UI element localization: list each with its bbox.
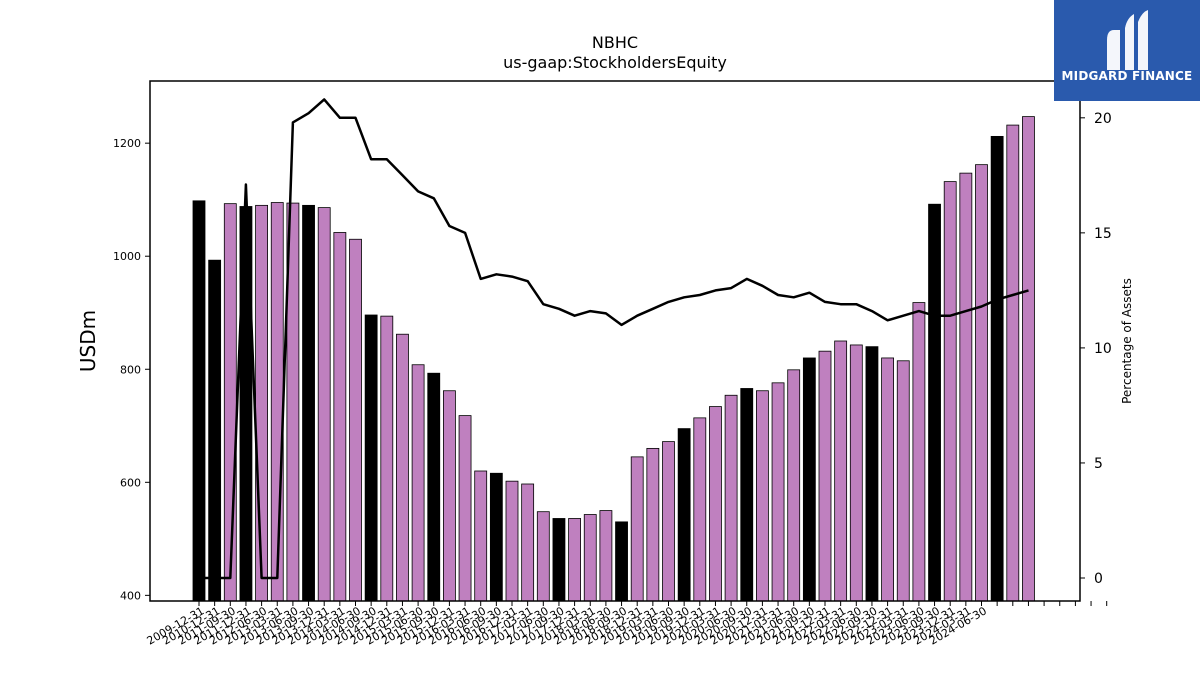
bar-mark [818,350,832,602]
bar-mark [536,511,550,602]
bar-mark [975,164,988,602]
y-tick-label: 800 [120,363,141,376]
plot-frame [149,80,1081,602]
bar-mark [849,344,863,602]
bar-mark [396,333,409,602]
y-axis-right: 0 5 10 15 20 [1080,111,1112,587]
y2-tick-label: 5 [1094,456,1103,472]
bar-mark [364,314,378,602]
bar-mark [427,372,441,602]
y-tick-label: 400 [120,589,141,602]
y-axis-left: 400 600 800 1000 1200 [113,137,150,602]
bar-mark [630,456,644,602]
bar-mark [223,203,237,602]
bar-mark [677,428,691,602]
bar-mark [881,357,894,602]
bar-mark [662,441,675,602]
brand-logo: MIDGARD FINANCE [1054,0,1200,101]
bar-mark [756,390,769,602]
bar-mark [552,518,566,602]
bar-mark [646,447,660,602]
chart-title: NBHC [592,33,638,52]
brand-logo-text: MIDGARD FINANCE [1061,69,1193,83]
bar-mark [208,259,222,602]
bar-mark [959,172,973,602]
bar-mark [192,200,206,602]
bar-mark [349,238,362,602]
bar-mark [802,357,816,602]
bar-mark [270,202,284,602]
line-path [199,98,1029,580]
bar-series [192,116,1035,602]
bar-mark [599,510,613,602]
bar-mark [568,518,581,602]
bar-mark [583,514,597,602]
y2-tick-label: 0 [1094,571,1103,587]
bar-mark [865,346,879,602]
bar-mark [458,415,472,602]
bar-mark [489,472,503,602]
y2-axis-label: Percentage of Assets [1120,278,1134,404]
bar-mark [943,181,957,602]
bar-mark [521,483,535,602]
bar-mark [411,364,425,602]
y2-tick-label: 15 [1094,226,1112,242]
y-tick-label: 600 [120,476,141,489]
x-axis: 2009-12-312010-12-312011-09-302011-12-31… [145,601,1108,648]
bar-mark [302,204,315,602]
bar-mark [787,369,801,602]
bar-mark [380,315,394,602]
y2-tick-label: 20 [1094,111,1112,127]
bar-mark [834,340,848,602]
bar-mark [1006,124,1020,602]
midgard-logo-icon [1107,10,1148,70]
bar-mark [317,207,331,602]
bar-mark [474,470,488,602]
bar-mark [928,203,941,602]
bar-mark [442,390,456,602]
bar-mark [912,302,926,602]
bar-mark [724,394,738,602]
bar-mark [505,480,519,602]
y-tick-label: 1200 [113,137,141,150]
y-axis-label: USDm [76,310,100,372]
bar-mark [990,135,1004,602]
bar-mark [693,417,707,602]
bar-mark [896,360,910,602]
bar-mark [1022,116,1035,602]
bar-mark [615,521,628,602]
y2-tick-label: 10 [1094,341,1112,357]
y-tick-label: 1000 [113,250,141,263]
bar-mark [709,406,722,602]
line-series [199,98,1029,580]
bar-mark [771,382,785,602]
bar-mark [740,388,754,602]
bar-mark [333,232,347,602]
chart-subtitle: us-gaap:StockholdersEquity [503,53,727,72]
bar-mark [255,204,269,602]
